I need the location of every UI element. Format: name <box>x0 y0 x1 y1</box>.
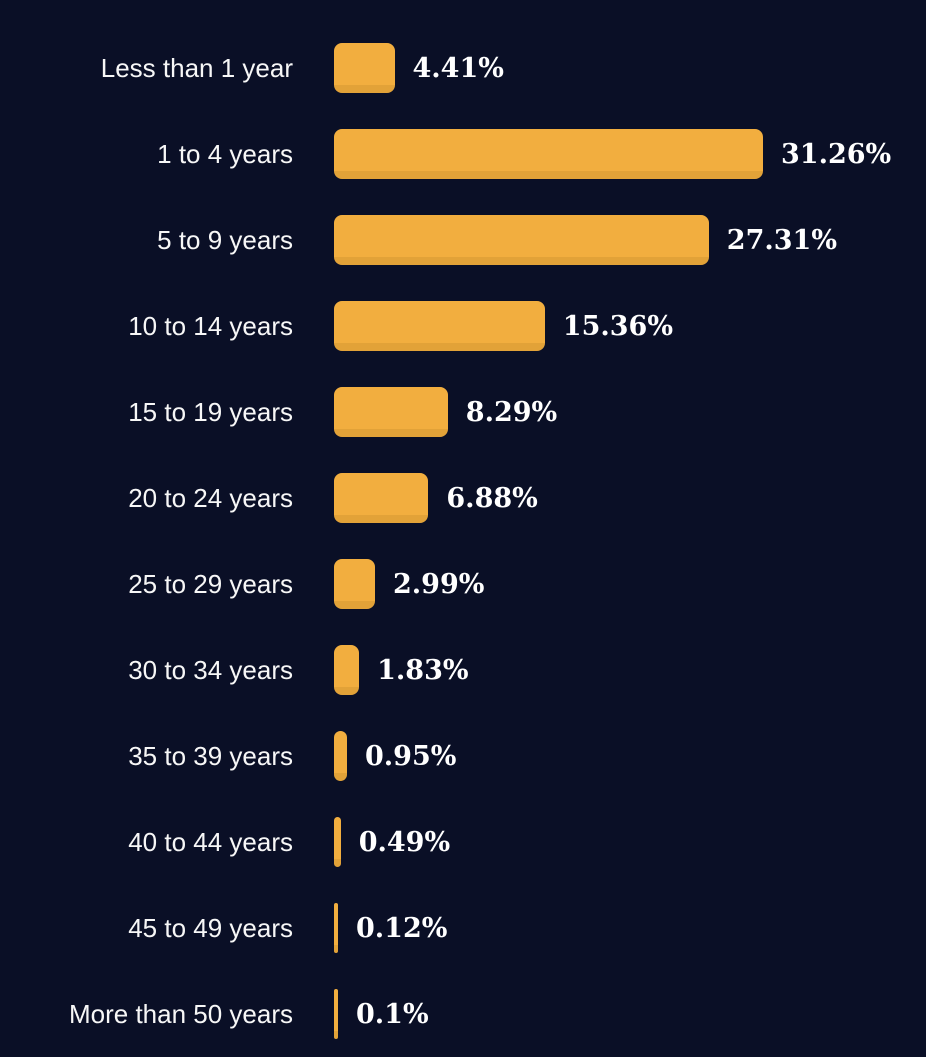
bar-row: 1 to 4 years 31.26% <box>0 111 926 197</box>
bar[interactable] <box>334 43 395 93</box>
bar-row: 25 to 29 years 2.99% <box>0 541 926 627</box>
category-label: 45 to 49 years <box>128 912 293 943</box>
bar[interactable] <box>334 301 545 351</box>
value-label: 0.95% <box>365 740 457 772</box>
value-label: 6.88% <box>446 482 538 514</box>
bar-row: 40 to 44 years 0.49% <box>0 799 926 885</box>
bar-row: 20 to 24 years 6.88% <box>0 455 926 541</box>
bar-row: Less than 1 year 4.41% <box>0 25 926 111</box>
category-label: 10 to 14 years <box>128 310 293 341</box>
category-label: 15 to 19 years <box>128 396 293 427</box>
bar-row: More than 50 years 0.1% <box>0 971 926 1057</box>
bar[interactable] <box>334 215 709 265</box>
category-label: 25 to 29 years <box>128 568 293 599</box>
category-label: Less than 1 year <box>100 52 293 83</box>
bar-track: 4.41% <box>334 43 926 93</box>
value-label: 31.26% <box>781 138 892 170</box>
bar-row: 45 to 49 years 0.12% <box>0 885 926 971</box>
category-label: More than 50 years <box>68 998 293 1029</box>
value-label: 0.12% <box>356 912 448 944</box>
bar-track: 31.26% <box>334 129 926 179</box>
bar-row: 5 to 9 years 27.31% <box>0 197 926 283</box>
bar-track: 15.36% <box>334 301 926 351</box>
value-label: 2.99% <box>393 568 485 600</box>
category-label: 20 to 24 years <box>128 482 293 513</box>
bar-row: 15 to 19 years 8.29% <box>0 369 926 455</box>
value-label: 27.31% <box>726 224 837 256</box>
bar-track: 0.12% <box>334 903 926 953</box>
bar-row: 35 to 39 years 0.95% <box>0 713 926 799</box>
bar-track: 1.83% <box>334 645 926 695</box>
bar-track: 0.49% <box>334 817 926 867</box>
value-label: 4.41% <box>412 52 504 84</box>
category-label: 40 to 44 years <box>128 826 293 857</box>
bar-track: 0.95% <box>334 731 926 781</box>
bar-track: 8.29% <box>334 387 926 437</box>
bar-track: 6.88% <box>334 473 926 523</box>
value-label: 1.83% <box>377 654 469 686</box>
bar[interactable] <box>334 645 360 695</box>
bar[interactable] <box>334 387 448 437</box>
bar[interactable] <box>334 731 347 781</box>
bar[interactable] <box>334 903 338 953</box>
bar-track: 2.99% <box>334 559 926 609</box>
value-label: 15.36% <box>562 310 673 342</box>
value-label: 0.49% <box>358 826 451 858</box>
bar[interactable] <box>334 473 429 523</box>
category-label: 35 to 39 years <box>128 740 293 771</box>
category-label: 5 to 9 years <box>157 224 293 255</box>
bar[interactable] <box>334 129 763 179</box>
bar[interactable] <box>334 817 341 867</box>
bar-track: 0.1% <box>334 989 926 1039</box>
bar-row: 10 to 14 years 15.36% <box>0 283 926 369</box>
bar-track: 27.31% <box>334 215 926 265</box>
bar-row: 30 to 34 years 1.83% <box>0 627 926 713</box>
value-label: 8.29% <box>465 396 558 428</box>
bar[interactable] <box>334 559 375 609</box>
bar[interactable] <box>334 989 338 1039</box>
category-label: 30 to 34 years <box>128 654 293 685</box>
category-label: 1 to 4 years <box>157 138 293 169</box>
value-label: 0.1% <box>356 998 429 1030</box>
